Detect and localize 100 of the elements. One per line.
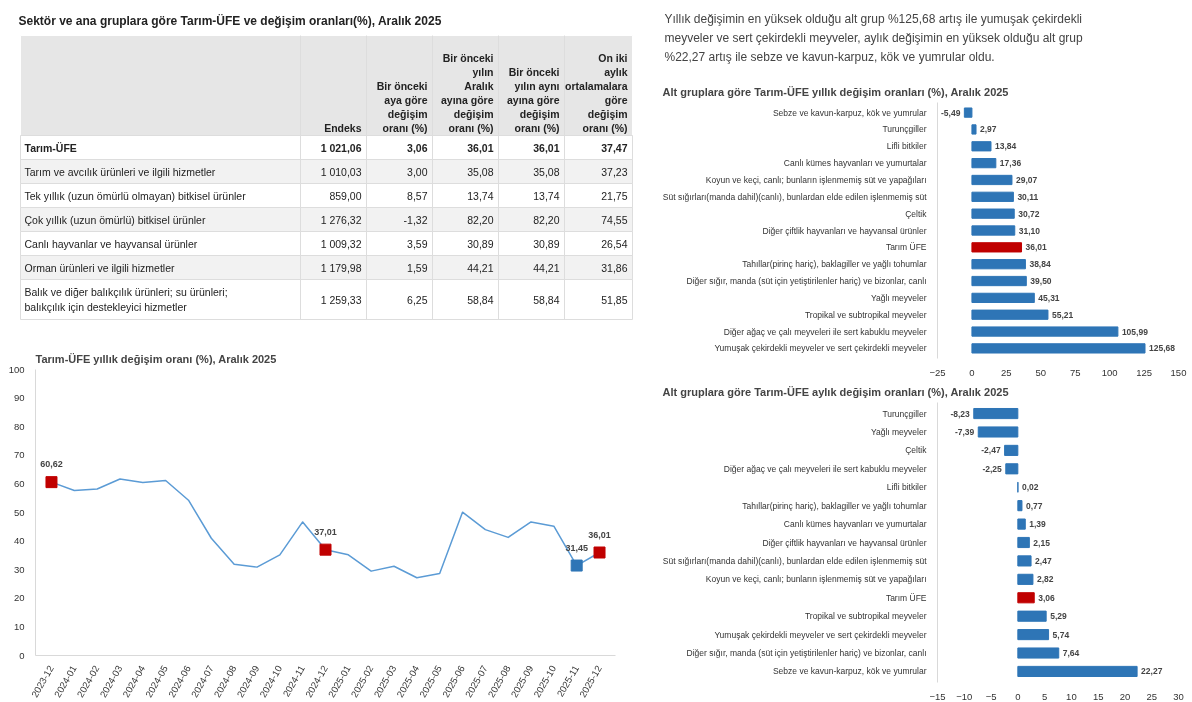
y-tick-label: 60 bbox=[13, 477, 25, 489]
text: 13,74 bbox=[533, 189, 560, 202]
y-tick-label: Tahıllar(pirinç hariç), baklagiller ve yağlı tohumlar bbox=[742, 500, 927, 511]
category-label: Canlı hayvanlar ve hayvansal ürünler bbox=[24, 237, 198, 250]
y-tick-label: Diğer çiftlik hayvanları ve hayvansal ürünler bbox=[762, 537, 927, 548]
text: 36,01 bbox=[467, 141, 494, 154]
data-label: 7,64 bbox=[1062, 648, 1080, 659]
data-label: 2,97 bbox=[980, 124, 997, 135]
data-label: 31,10 bbox=[1018, 225, 1041, 236]
bar bbox=[1005, 463, 1019, 475]
y-tick-label: Tarım ÜFE bbox=[885, 242, 927, 253]
text: 35,08 bbox=[467, 165, 494, 178]
x-tick-label: 150 bbox=[1170, 366, 1187, 378]
y-tick-label: Koyun ve keçi, canlı; bunların işlenmemiş süt ve yapağıları bbox=[705, 574, 927, 585]
data-label: 0,02 bbox=[1021, 482, 1039, 493]
text: 44,21 bbox=[467, 261, 494, 274]
data-label: -8,23 bbox=[950, 408, 971, 419]
bar bbox=[1017, 647, 1060, 659]
data-label: 2,15 bbox=[1033, 537, 1051, 548]
data-label: 60,62 bbox=[40, 459, 63, 470]
x-tick-label: 50 bbox=[1035, 366, 1047, 378]
y-tick-label: Diğer sığır, manda (süt için yetiştirilenler hariç) ve bizonlar, canlı bbox=[686, 276, 927, 287]
bar bbox=[971, 242, 1023, 253]
text: 30,89 bbox=[467, 237, 494, 250]
text: Yıllık değişimin en yüksek olduğu alt grup %125,68 artış ile yumuşak çekirdekli meyveler ve sert çekirdekli meyveler, aylık değişimin en yüksek olduğu alt grup %22,27 artış ile sebze ve kavun-karpuz, kök ve yumrular oldu. bbox=[664, 11, 1084, 64]
data-label: -2,47 bbox=[981, 445, 1001, 456]
bar bbox=[971, 124, 977, 135]
bar bbox=[1017, 610, 1047, 622]
point bbox=[319, 543, 332, 556]
bar bbox=[1017, 665, 1138, 678]
data-label: 38,84 bbox=[1029, 259, 1051, 270]
text: 21,75 bbox=[601, 189, 628, 202]
bar bbox=[971, 174, 1013, 186]
y-tick-label: Tropikal ve subtropikal meyveler bbox=[804, 611, 927, 622]
data-label: 5,74 bbox=[1052, 629, 1070, 640]
y-tick-label: Turunçgiller bbox=[882, 124, 927, 135]
text: 1 009,32 bbox=[320, 237, 362, 250]
point bbox=[570, 559, 583, 572]
category-label: Tek yıllık (uzun ömürlü olmayan) bitkisel ürünler bbox=[24, 189, 246, 202]
text: 31,86 bbox=[601, 261, 628, 274]
text: 58,84 bbox=[467, 293, 494, 306]
data-label: 3,06 bbox=[1038, 592, 1056, 603]
y-tick-label: Yumuşak çekirdekli meyveler ve sert çekirdekli meyveler bbox=[714, 629, 927, 640]
y-tick-label: Sebze ve kavun-karpuz, kök ve yumrular bbox=[772, 666, 927, 677]
text: Alt gruplara göre Tarım-ÜFE yıllık değişim oranları (%), Aralık 2025 bbox=[662, 85, 1009, 98]
bar bbox=[1017, 555, 1032, 567]
data-label: 22,27 bbox=[1141, 666, 1163, 677]
bar bbox=[971, 326, 1119, 337]
data-label: 2,47 bbox=[1035, 555, 1052, 566]
category-label: Bir önceki aya göre değişim oranı (%) bbox=[376, 79, 428, 134]
text: 37,23 bbox=[601, 165, 628, 178]
data-label: -2,25 bbox=[982, 463, 1003, 474]
bar bbox=[971, 343, 1146, 354]
bar bbox=[971, 259, 1026, 270]
bar bbox=[971, 141, 992, 152]
text: 1 021,06 bbox=[320, 141, 362, 154]
category-label: Bir önceki yılın aynı ayına göre değişim oranı (%) bbox=[506, 65, 560, 134]
x-tick-label: 125 bbox=[1136, 366, 1153, 378]
category-label: On iki aylık ortalamalara göre değişim oranı (%) bbox=[565, 51, 628, 134]
text: 74,55 bbox=[601, 213, 628, 226]
data-label: 31,45 bbox=[565, 542, 588, 553]
data-label: -7,39 bbox=[954, 426, 975, 437]
data-label: 45,31 bbox=[1038, 292, 1060, 303]
y-tick-label: Diğer ağaç ve çalı meyveleri ile sert kabuklu meyveler bbox=[723, 463, 927, 474]
data-label: 37,01 bbox=[314, 526, 337, 537]
text: 6,25 bbox=[407, 293, 428, 306]
point bbox=[45, 476, 58, 489]
data-label: 29,07 bbox=[1015, 174, 1038, 185]
bar bbox=[1017, 518, 1026, 530]
text: 859,00 bbox=[329, 189, 362, 202]
data-label: 17,36 bbox=[999, 158, 1022, 169]
x-tick-label: −5 bbox=[985, 690, 997, 702]
y-tick-label: Yağlı meyveler bbox=[870, 426, 927, 437]
text: 44,21 bbox=[533, 261, 560, 274]
y-tick-label: 20 bbox=[13, 592, 25, 604]
text: 3,59 bbox=[407, 237, 428, 250]
x-tick-label: 0 bbox=[1015, 690, 1021, 702]
y-tick-label: Canlı kümes hayvanları ve yumurtalar bbox=[783, 519, 927, 530]
data-label: 105,99 bbox=[1121, 326, 1149, 337]
text: 26,54 bbox=[601, 237, 628, 250]
category-label: Tarım ve avcılık ürünleri ve ilgili hizmetler bbox=[24, 165, 216, 178]
y-tick-label: Süt sığırları(manda dahil)(canlı), bunlardan elde edilen işlenmemiş süt bbox=[662, 191, 928, 202]
y-tick-label: Çeltik bbox=[905, 445, 928, 456]
category-label: Çok yıllık (uzun ömürlü) bitkisel ürünler bbox=[24, 213, 206, 226]
y-tick-label: Turunçgiller bbox=[882, 408, 927, 419]
data-label: -5,49 bbox=[940, 107, 961, 118]
y-tick-label: Canlı kümes hayvanları ve yumurtalar bbox=[783, 158, 927, 169]
text: Alt gruplara göre Tarım-ÜFE aylık değişim oranları (%), Aralık 2025 bbox=[662, 385, 1009, 398]
text: 3,06 bbox=[407, 141, 428, 154]
y-tick-label: Süt sığırları(manda dahil)(canlı), bunlardan elde edilen işlenmemiş süt bbox=[662, 555, 928, 566]
y-tick-label: 80 bbox=[13, 420, 25, 432]
bar bbox=[971, 225, 1016, 236]
x-tick-label: 20 bbox=[1119, 690, 1131, 702]
data-label: 36,01 bbox=[1025, 242, 1048, 253]
bar bbox=[971, 208, 1015, 219]
x-tick-label: 15 bbox=[1092, 690, 1104, 702]
x-tick-label: 0 bbox=[969, 366, 975, 378]
y-tick-label: 10 bbox=[13, 620, 25, 632]
text: 35,08 bbox=[533, 165, 560, 178]
y-tick-label: Diğer sığır, manda (süt için yetiştirilenler hariç) ve bizonlar, canlı bbox=[686, 648, 927, 659]
